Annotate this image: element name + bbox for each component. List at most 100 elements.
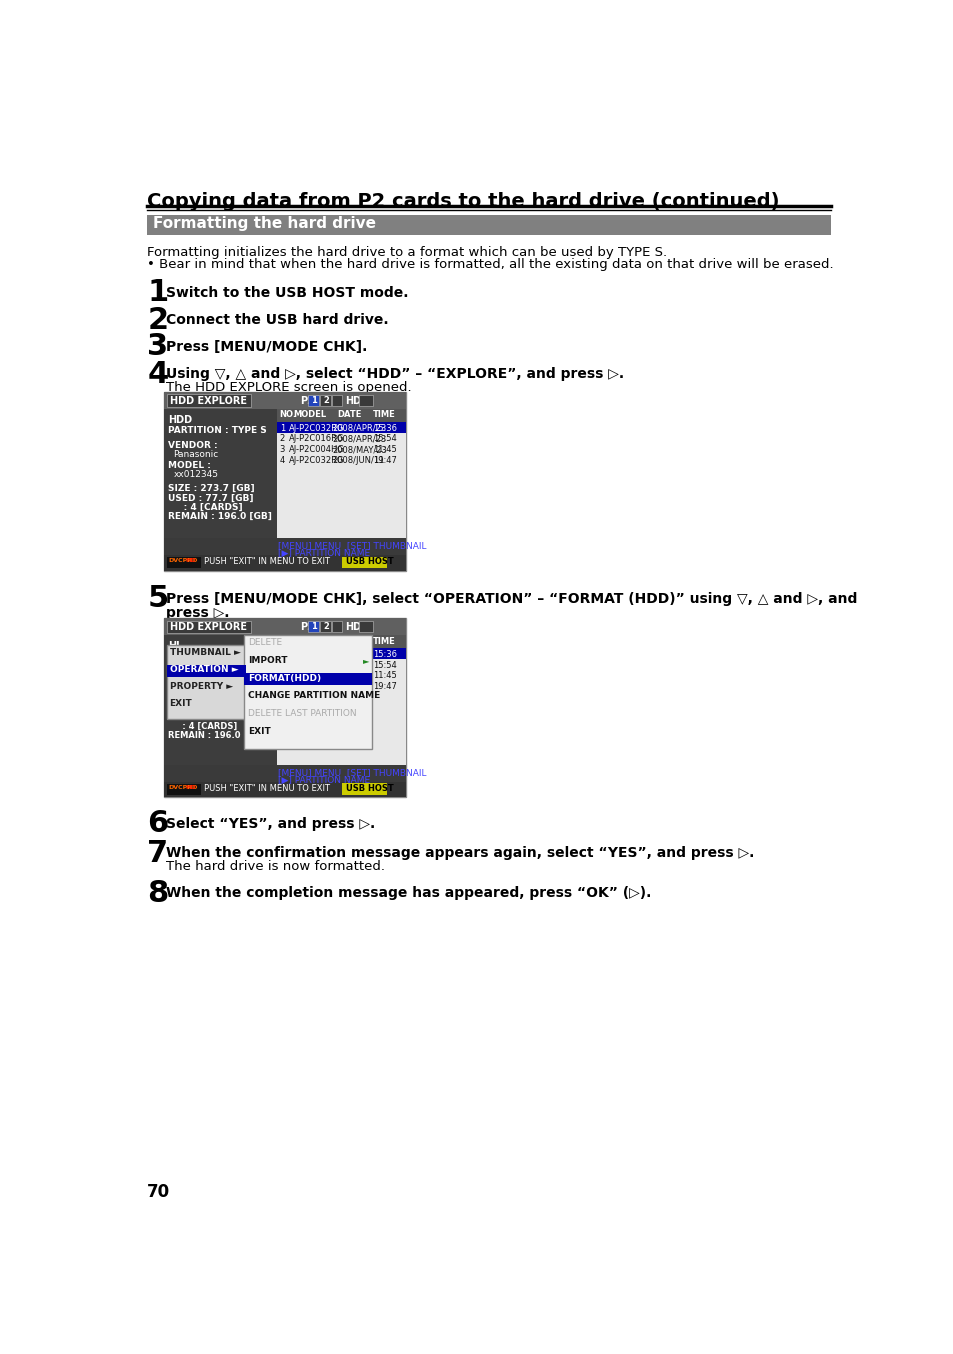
Text: P2: P2 [299, 623, 314, 632]
Text: REMAIN : 196.0 [GB]: REMAIN : 196.0 [GB] [168, 512, 272, 521]
Text: AJ-P2C032RG: AJ-P2C032RG [289, 456, 344, 464]
Text: USB HOST: USB HOST [345, 784, 393, 793]
Text: 3: 3 [147, 332, 168, 362]
Text: MODEL :: MODEL : [168, 462, 211, 470]
Text: Press [MENU/MODE CHK], select “OPERATION” – “FORMAT (HDD)” using ▽, △ and ▷, and: Press [MENU/MODE CHK], select “OPERATION… [166, 592, 856, 607]
Bar [276, 635, 406, 780]
Text: When the completion message has appeared, press “OK” (▷).: When the completion message has appeared… [166, 887, 651, 900]
Text: EXIT: EXIT [170, 699, 193, 708]
Text: Formatting initializes the hard drive to a format which can be used by TYPE S.: Formatting initializes the hard drive to… [147, 245, 666, 259]
Text: NO.: NO. [279, 410, 296, 420]
Text: 3: 3 [279, 445, 285, 454]
Bar [167, 394, 251, 406]
Text: HD: HD [185, 558, 195, 563]
Bar [342, 556, 387, 569]
Text: Copying data from P2 cards to the hard drive (continued): Copying data from P2 cards to the hard d… [147, 192, 779, 211]
Text: 6: 6 [147, 810, 169, 838]
Text: 1: 1 [279, 424, 285, 432]
Text: DVCPRO: DVCPRO [169, 784, 198, 789]
Bar [308, 621, 319, 632]
Bar [164, 619, 406, 635]
Bar [308, 395, 319, 406]
Text: 8: 8 [147, 879, 169, 907]
Text: CHANGE PARTITION NAME: CHANGE PARTITION NAME [248, 692, 379, 700]
Text: HDD: HDD [345, 623, 369, 632]
Text: PUSH "EXIT" IN MENU TO EXIT: PUSH "EXIT" IN MENU TO EXIT [204, 558, 330, 566]
Bar [167, 620, 251, 632]
Text: 2008/JUN/11: 2008/JUN/11 [332, 456, 384, 464]
Bar [244, 635, 372, 749]
Text: Connect the USB hard drive.: Connect the USB hard drive. [166, 313, 388, 328]
Text: 70: 70 [147, 1183, 170, 1201]
Text: HDD: HDD [168, 416, 192, 425]
Bar [164, 391, 406, 570]
Text: VENDOR :: VENDOR : [168, 441, 217, 451]
Bar [342, 783, 387, 795]
Text: xx012345: xx012345 [168, 688, 213, 696]
Text: Formatting the hard drive: Formatting the hard drive [153, 217, 375, 232]
Bar [319, 395, 331, 406]
Bar [276, 635, 406, 649]
Text: 15:54: 15:54 [373, 661, 396, 670]
Text: P: P [168, 653, 175, 662]
Text: HDD EXPLORE: HDD EXPLORE [171, 395, 247, 406]
Text: [▶] PARTITION NAME: [▶] PARTITION NAME [278, 548, 370, 558]
Text: 2008/APR/23: 2008/APR/23 [332, 435, 386, 443]
Bar [359, 395, 373, 406]
Text: V: V [168, 666, 175, 676]
Text: AJ-P2C004HG: AJ-P2C004HG [289, 445, 344, 454]
Text: HDD: HDD [345, 395, 369, 406]
Text: 7: 7 [147, 838, 168, 868]
Text: PR/23: PR/23 [335, 661, 359, 670]
Bar [276, 409, 406, 422]
Text: AY/23: AY/23 [335, 672, 358, 681]
Text: SIZE : 273.7 [GB]: SIZE : 273.7 [GB] [168, 485, 254, 493]
Text: [▶] PARTITION NAME: [▶] PARTITION NAME [278, 776, 370, 784]
Bar [164, 635, 276, 780]
Text: 2: 2 [147, 306, 168, 334]
Bar [332, 621, 342, 632]
Text: Switch to the USB HOST mode.: Switch to the USB HOST mode. [166, 286, 408, 299]
Text: IMPORT: IMPORT [248, 657, 287, 665]
Bar [167, 646, 245, 719]
Text: 2: 2 [279, 435, 285, 443]
Text: UN/11: UN/11 [335, 682, 361, 692]
Bar [276, 649, 406, 659]
Text: : 4 [CARDS]: : 4 [CARDS] [168, 502, 242, 512]
Text: 2: 2 [323, 623, 329, 631]
Text: 11:45: 11:45 [373, 672, 396, 681]
Text: AJ-P2C032RG: AJ-P2C032RG [289, 424, 344, 432]
Text: FORMAT(HDD): FORMAT(HDD) [248, 674, 321, 682]
Bar [147, 215, 830, 234]
Text: The HDD EXPLORE screen is opened.: The HDD EXPLORE screen is opened. [166, 382, 411, 394]
Text: • Bear in mind that when the hard drive is formatted, all the existing data on t: • Bear in mind that when the hard drive … [147, 259, 833, 271]
Text: 2008/MAY/23: 2008/MAY/23 [332, 445, 387, 454]
Text: USB HOST: USB HOST [345, 558, 393, 566]
Text: OPERATION ►: OPERATION ► [170, 665, 238, 674]
Text: HDD EXPLORE: HDD EXPLORE [171, 623, 247, 632]
Text: press ▷.: press ▷. [166, 607, 229, 620]
Text: DELETE LAST PARTITION: DELETE LAST PARTITION [248, 709, 356, 718]
Text: Select “YES”, and press ▷.: Select “YES”, and press ▷. [166, 816, 375, 831]
Text: USED : 77.7 [GB]: USED : 77.7 [GB] [168, 712, 247, 722]
Text: Press [MENU/MODE CHK].: Press [MENU/MODE CHK]. [166, 340, 367, 353]
Text: TIME: TIME [373, 410, 395, 420]
Text: USED : 77.7 [GB]: USED : 77.7 [GB] [168, 494, 253, 502]
Bar [164, 765, 406, 781]
Bar [164, 555, 406, 570]
Text: REMAIN : 196.0 [GB]: REMAIN : 196.0 [GB] [168, 731, 264, 739]
Text: EXIT: EXIT [248, 727, 271, 735]
Text: 19:47: 19:47 [373, 682, 396, 692]
Text: [MENU] MENU  [SET] THUMBNAIL: [MENU] MENU [SET] THUMBNAIL [278, 768, 426, 777]
Text: The hard drive is now formatted.: The hard drive is now formatted. [166, 860, 384, 873]
Bar [332, 395, 342, 406]
Text: M: M [168, 678, 177, 688]
Text: SIZE : 273.7 [GB]: SIZE : 273.7 [GB] [168, 703, 248, 712]
Text: 4: 4 [279, 456, 285, 464]
Text: : 4 [CARDS]: : 4 [CARDS] [168, 722, 237, 731]
Text: 4: 4 [147, 360, 169, 389]
Bar [319, 621, 331, 632]
Text: 15:54: 15:54 [373, 435, 396, 443]
Text: THUMBNAIL ►: THUMBNAIL ► [170, 649, 240, 657]
Text: HI: HI [168, 642, 179, 651]
